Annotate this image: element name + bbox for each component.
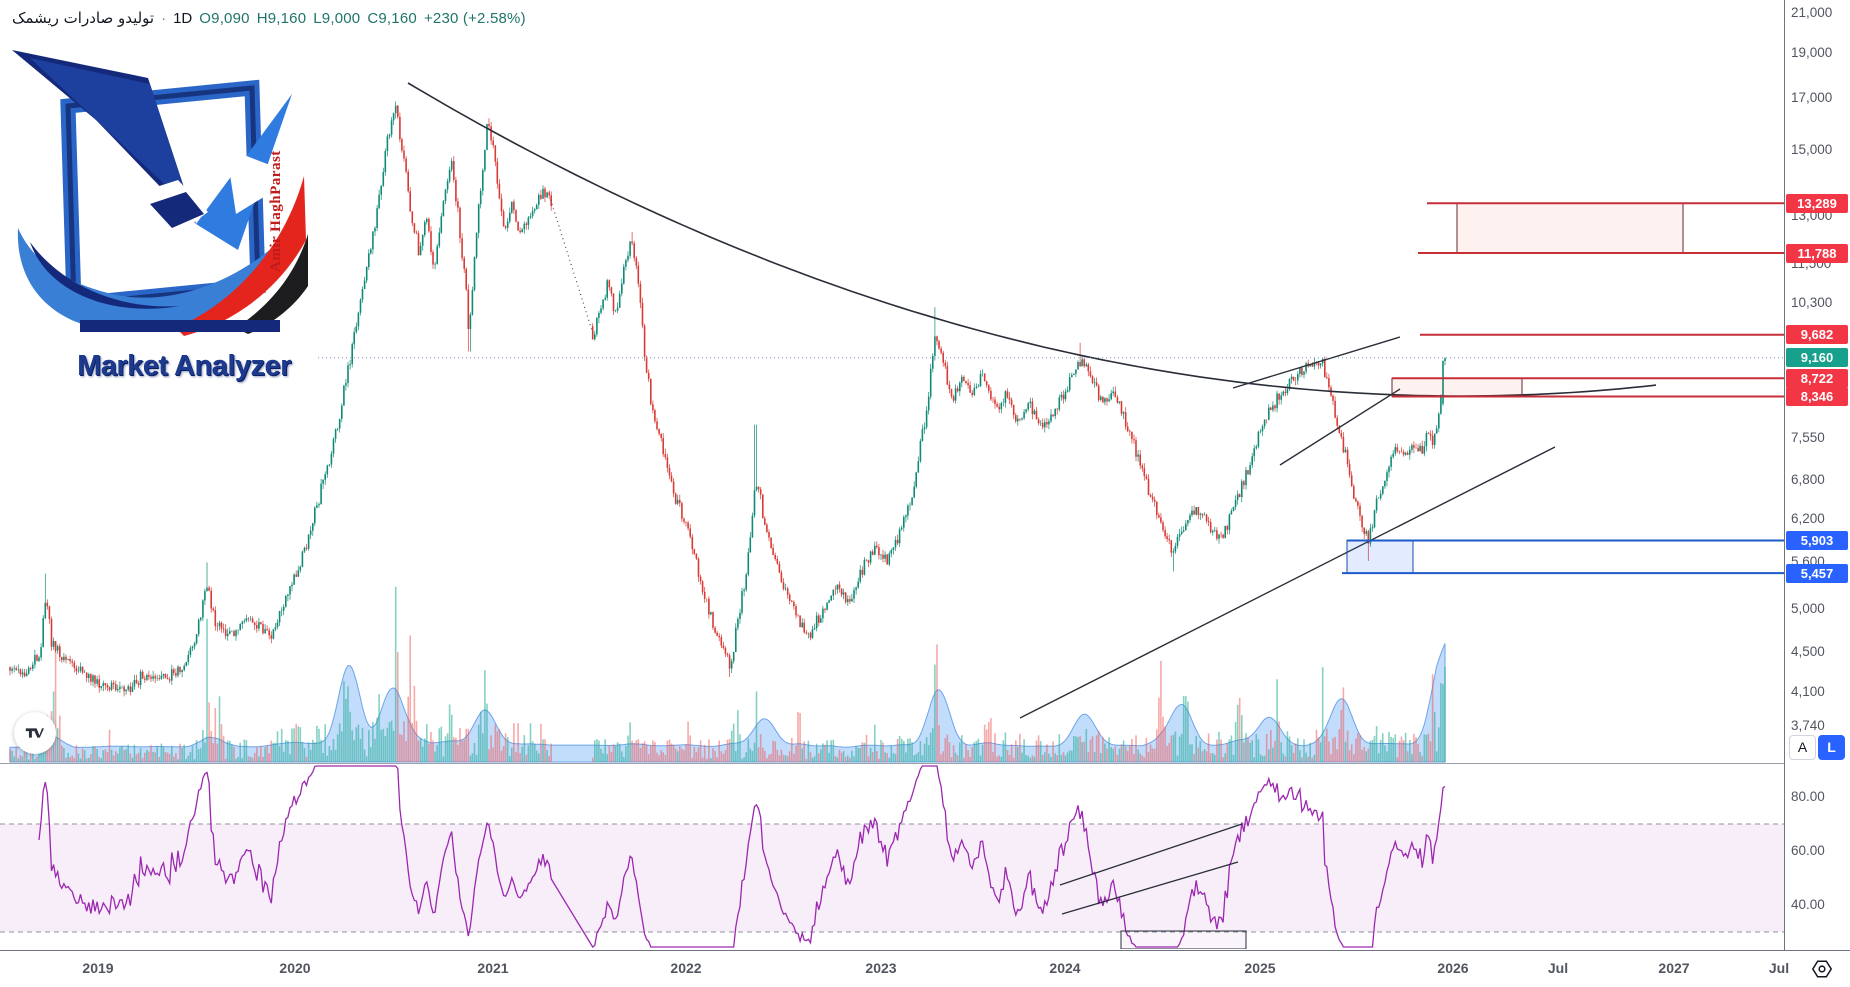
tradingview-logo-watermark[interactable] xyxy=(14,712,56,754)
price-level-tag: 8,722 xyxy=(1786,368,1848,388)
logo-baseline xyxy=(80,320,280,332)
price-axis-label: 4,500 xyxy=(1791,644,1825,659)
rsi-line xyxy=(38,765,1446,948)
price-axis[interactable]: A L 21,000 19,000 17,000 15,000 13,000 11,500… xyxy=(1784,0,1850,950)
price-axis-label: 17,000 xyxy=(1791,90,1833,105)
timezone-settings-icon[interactable] xyxy=(1809,956,1835,982)
ohlc-close: C9,160 xyxy=(367,9,417,27)
logo-wing-gap xyxy=(226,148,298,214)
price-axis-label: 7,550 xyxy=(1791,430,1825,445)
price-axis-label: 60.00 xyxy=(1791,843,1825,858)
price-axis-label: 5,000 xyxy=(1791,601,1825,616)
price-pane xyxy=(9,82,1784,763)
price-level-tag: 8,346 xyxy=(1786,387,1848,407)
timeframe-label[interactable]: 1D xyxy=(173,9,193,27)
price-level-tag: 9,682 xyxy=(1786,325,1848,345)
price-axis-label: 3,740 xyxy=(1791,718,1825,733)
logo-swoosh-blue-dark xyxy=(30,242,180,309)
time-axis-label: 2021 xyxy=(477,960,509,976)
price-axis-label: 40.00 xyxy=(1791,897,1825,912)
time-axis-label: 2019 xyxy=(82,960,114,976)
rsi-oversold-box xyxy=(1120,930,1247,949)
symbol-header[interactable]: تولیدو صادرات ریشمک · 1D O9,090 H9,160 L… xyxy=(12,8,526,28)
price-axis-label: 6,800 xyxy=(1791,472,1825,487)
time-axis-label: Jul xyxy=(1768,960,1790,976)
log-scale-button[interactable]: L xyxy=(1818,735,1845,760)
time-axis-label: 2027 xyxy=(1658,960,1690,976)
author-signature: Amir HaghParast xyxy=(268,150,284,272)
ohlc-low: L9,000 xyxy=(313,9,361,27)
logo-artwork xyxy=(12,50,308,336)
time-axis[interactable]: 2019 2020 2021 2022 2023 2024 2025 2026 Jul 2027 J… xyxy=(0,950,1850,987)
symbol-name[interactable]: تولیدو صادرات ریشمک xyxy=(12,9,155,27)
time-axis-label: 2026 xyxy=(1437,960,1469,976)
price-axis-label: 10,300 xyxy=(1791,295,1833,310)
header-separator: · xyxy=(161,9,167,27)
tradingview-icon xyxy=(25,728,44,738)
price-level-tag: 5,457 xyxy=(1786,563,1848,583)
data-gap-dotted xyxy=(550,199,594,335)
pane-divider[interactable] xyxy=(0,763,1850,764)
volume-bars-down xyxy=(9,635,1434,762)
rsi-pane xyxy=(0,765,1784,949)
time-axis-label: 2025 xyxy=(1244,960,1276,976)
ohlc-change: +230 (+2.58%) xyxy=(423,9,526,27)
market-analyzer-logo xyxy=(0,28,318,396)
time-axis-label: Jul xyxy=(1547,960,1569,976)
logo-swoosh-red xyxy=(176,176,306,336)
time-axis-label: 2020 xyxy=(279,960,311,976)
price-axis-label: 21,000 xyxy=(1791,5,1833,20)
price-axis-label: 19,000 xyxy=(1791,45,1833,60)
eagle-beak xyxy=(150,192,204,228)
ohlc-open: O9,090 xyxy=(199,9,250,27)
time-axis-label: 2023 xyxy=(865,960,897,976)
time-axis-label: 2024 xyxy=(1049,960,1081,976)
time-axis-label: 2022 xyxy=(670,960,702,976)
price-level-tag: 11,788 xyxy=(1786,243,1848,263)
auto-scale-button[interactable]: A xyxy=(1789,735,1816,760)
brand-name: Market Analyzer xyxy=(77,350,291,382)
price-level-tag: 13,289 xyxy=(1786,193,1848,213)
ohlc-high: H9,160 xyxy=(256,9,307,27)
price-level-tag: 9,160 xyxy=(1786,348,1848,368)
price-axis-label: 80.00 xyxy=(1791,789,1825,804)
price-axis-label: 6,200 xyxy=(1791,511,1825,526)
logo-wing-navy2 xyxy=(30,58,190,208)
candle-bodies-up xyxy=(11,105,1446,692)
volume-bars-up xyxy=(11,586,1446,762)
price-level-tag: 5,903 xyxy=(1786,530,1848,550)
price-axis-label: 15,000 xyxy=(1791,142,1833,157)
price-axis-label: 4,100 xyxy=(1791,684,1825,699)
